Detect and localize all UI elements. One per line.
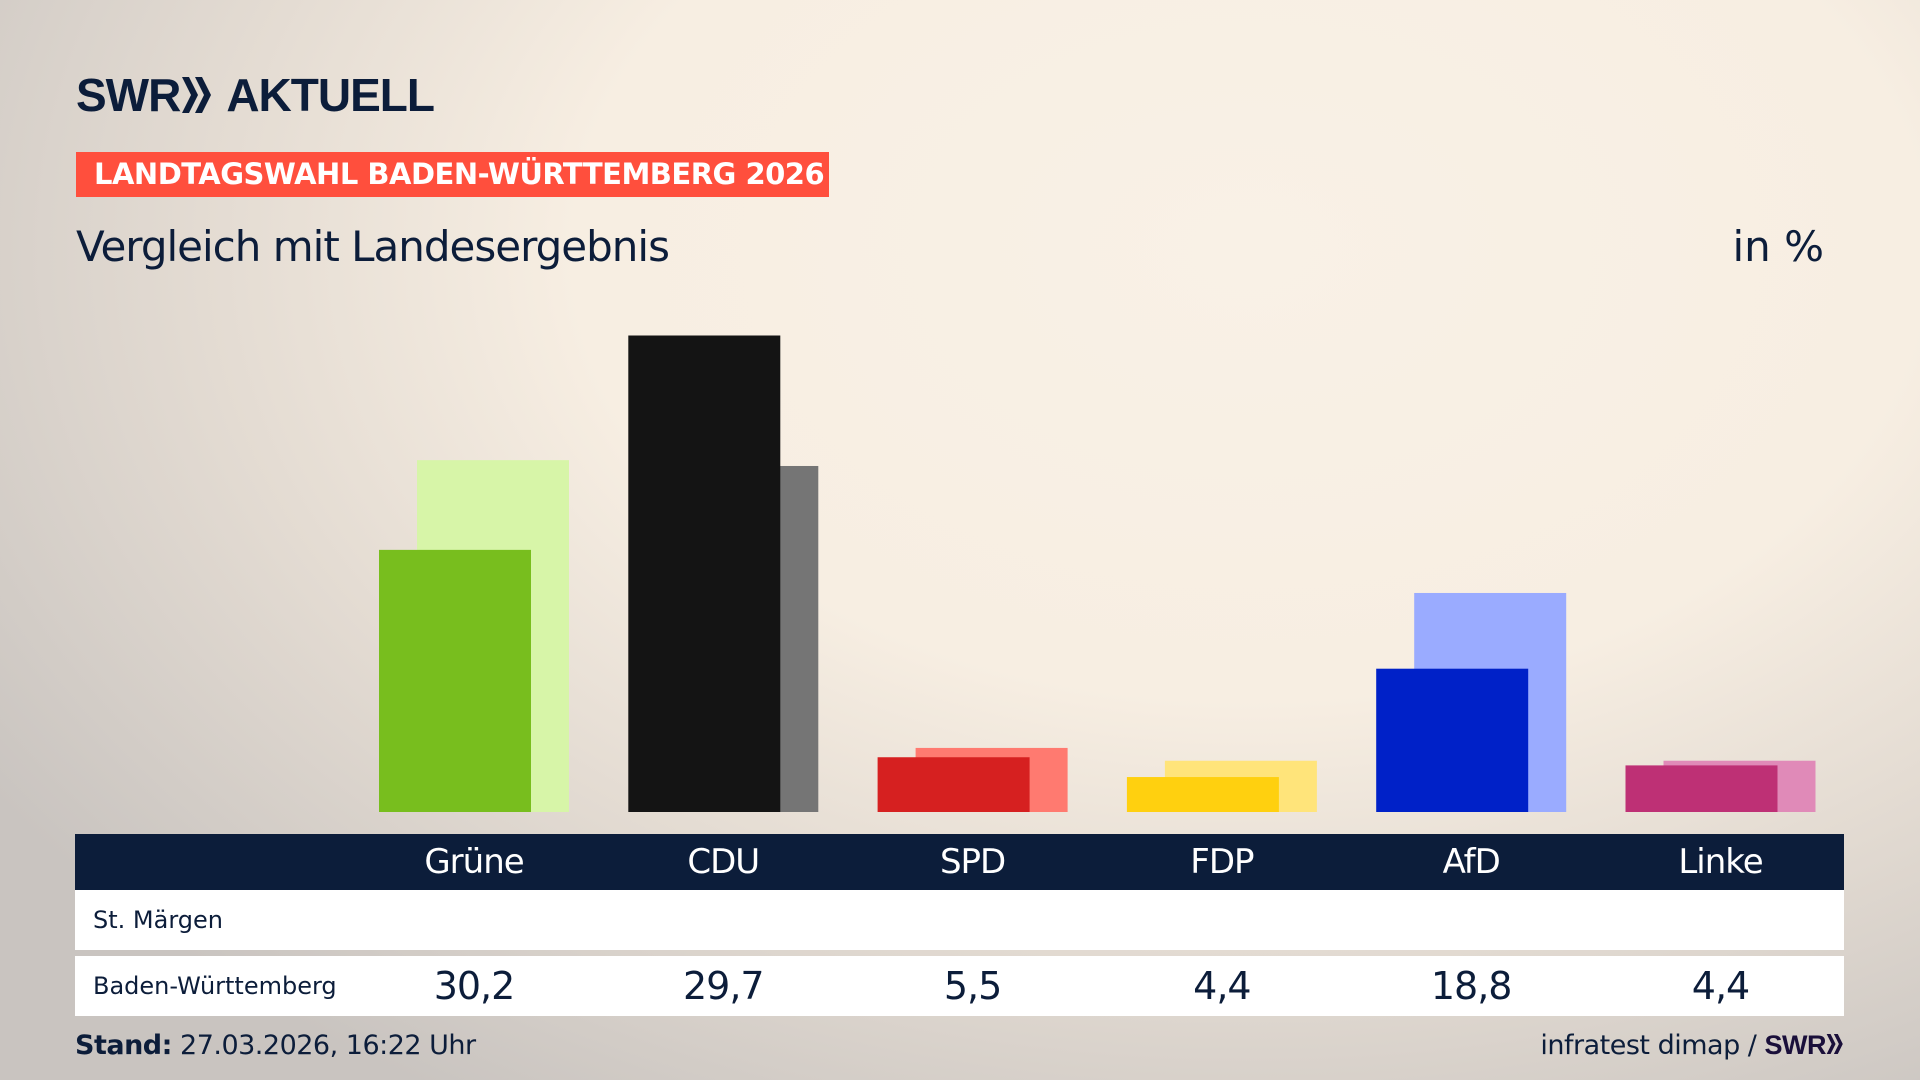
column-header-2: SPD <box>939 842 1006 882</box>
stand-label: Stand: <box>75 1030 172 1061</box>
source-text: infratest dimap / <box>1540 1030 1757 1061</box>
double-chevron-right-icon <box>1826 1034 1843 1054</box>
source: infratest dimap / SWR <box>1540 1030 1844 1061</box>
row-label: Baden-Württemberg <box>93 972 337 1000</box>
value-label: 29,7 <box>682 964 765 1008</box>
table-row: Baden-Württemberg 30,2 29,7 5,5 4,4 18,8 4,4 <box>75 956 1844 1016</box>
value-label: 30,2 <box>433 964 516 1008</box>
double-chevron-right-icon <box>182 77 212 113</box>
election-badge: LANDTAGSWAHL BADEN-WÜRTTEMBERG 2026 <box>76 152 829 197</box>
swr-aktuell-logo: SWR AKTUELL <box>76 68 435 122</box>
value-label: 18,8 <box>1430 964 1513 1008</box>
unit-label: in % <box>1732 222 1824 271</box>
column-header-0: Grüne <box>424 842 524 882</box>
table-row: St. Märgen <box>75 890 1844 950</box>
bar-local-grüne <box>379 549 531 812</box>
value-label: 4,4 <box>1691 964 1750 1008</box>
chart-subtitle: Vergleich mit Landesergebnis <box>76 222 670 271</box>
column-header-5: Linke <box>1678 842 1763 882</box>
row-label: St. Märgen <box>93 906 223 934</box>
value-label: 4,4 <box>1193 964 1251 1008</box>
column-header-1: CDU <box>687 842 760 882</box>
bar-local-cdu <box>628 335 781 812</box>
bar-chart <box>379 335 1816 812</box>
column-header-3: FDP <box>1190 842 1254 882</box>
source-brand: SWR <box>1764 1030 1827 1060</box>
timestamp: Stand: 27.03.2026, 16:22 Uhr <box>75 1030 476 1061</box>
column-header-4: AfD <box>1442 842 1501 882</box>
bar-local-spd <box>877 757 1030 812</box>
bar-local-linke <box>1625 765 1778 812</box>
table-header: Grüne CDU SPD FDP AfD Linke <box>75 834 1844 890</box>
bar-local-fdp <box>1126 777 1279 812</box>
bar-local-afd <box>1376 668 1529 812</box>
stand-value: 27.03.2026, 16:22 Uhr <box>180 1030 476 1061</box>
value-label: 5,5 <box>943 964 1002 1008</box>
brand-suffix: AKTUELL <box>226 69 435 121</box>
brand-name: SWR <box>76 69 181 121</box>
